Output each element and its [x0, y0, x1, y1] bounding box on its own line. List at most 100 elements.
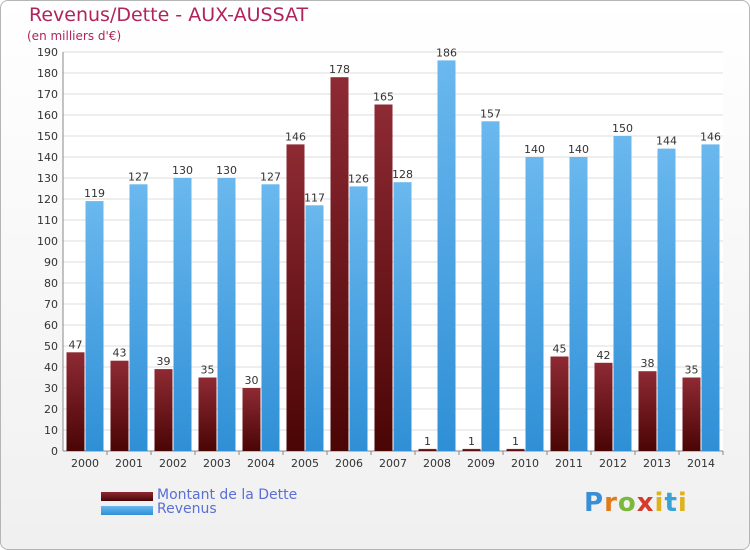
y-tick-label: 60: [44, 319, 58, 332]
legend-label-debt: Montant de la Dette: [157, 487, 298, 503]
y-tick-label: 90: [44, 256, 58, 269]
revenue-bar-label: 117: [304, 191, 325, 204]
debt-bar: [154, 369, 173, 451]
debt-bar-label: 1: [468, 435, 475, 448]
y-tick-label: 80: [44, 277, 58, 290]
debt-bar-label: 165: [373, 91, 394, 104]
x-tick-label: 2002: [159, 457, 187, 470]
x-tick-label: 2004: [247, 457, 275, 470]
revenue-bar: [481, 121, 500, 452]
y-tick-label: 40: [44, 361, 58, 374]
revenue-bar: [657, 148, 676, 451]
debt-bar-label: 39: [157, 355, 171, 368]
debt-bar: [462, 448, 481, 451]
revenue-bar-label: 127: [128, 170, 149, 183]
debt-bar: [242, 388, 261, 451]
y-tick-label: 30: [44, 382, 58, 395]
y-tick-label: 0: [51, 445, 58, 458]
revenue-bar: [85, 201, 104, 451]
revenue-bar-label: 119: [84, 187, 105, 200]
revenue-bar: [173, 178, 192, 451]
y-tick-label: 110: [37, 214, 58, 227]
x-tick-label: 2000: [71, 457, 99, 470]
revenue-bar-label: 127: [260, 170, 281, 183]
revenue-bar-label: 140: [568, 143, 589, 156]
debt-bar-label: 42: [597, 349, 611, 362]
debt-bar-label: 47: [69, 338, 83, 351]
y-tick-label: 70: [44, 298, 58, 311]
debt-bar: [550, 356, 569, 451]
x-tick-label: 2011: [555, 457, 583, 470]
revenue-bar-label: 146: [700, 130, 721, 143]
debt-bar-label: 1: [424, 435, 431, 448]
y-tick-label: 130: [37, 172, 58, 185]
debt-bar: [198, 377, 217, 451]
chart-subtitle: (en milliers d'€): [27, 29, 122, 43]
legend-label-revenue: Revenus: [157, 501, 217, 517]
revenue-bar-label: 186: [436, 46, 457, 59]
revenue-bar: [349, 186, 368, 451]
debt-bar: [110, 360, 129, 451]
debt-bar: [594, 362, 613, 451]
revenue-bar: [701, 144, 720, 451]
debt-bar: [418, 448, 437, 451]
x-tick-label: 2007: [379, 457, 407, 470]
revenue-bar: [129, 184, 148, 452]
revenue-bar-label: 130: [216, 164, 237, 177]
debt-bar-label: 35: [201, 364, 215, 377]
debt-bar: [330, 77, 349, 451]
x-tick-label: 2010: [511, 457, 539, 470]
debt-bar-label: 35: [685, 364, 699, 377]
chart-title: Revenus/Dette - AUX-AUSSAT: [29, 4, 309, 26]
debt-bar: [374, 104, 393, 451]
debt-bar: [286, 144, 305, 451]
y-tick-label: 160: [37, 109, 58, 122]
y-tick-label: 150: [37, 130, 58, 143]
proxiti-logo: Proxiti: [584, 488, 688, 518]
legend-swatch-revenue: [101, 506, 153, 515]
x-tick-label: 2014: [687, 457, 715, 470]
debt-bar-label: 43: [113, 347, 127, 360]
debt-bar: [638, 371, 657, 451]
debt-bar: [66, 352, 85, 451]
revenue-bar: [569, 157, 588, 451]
y-tick-label: 10: [44, 424, 58, 437]
y-tick-label: 140: [37, 151, 58, 164]
revenue-bar-label: 140: [524, 143, 545, 156]
debt-bar: [682, 377, 701, 451]
debt-bar-label: 45: [553, 343, 567, 356]
x-tick-label: 2012: [599, 457, 627, 470]
x-tick-label: 2006: [335, 457, 363, 470]
debt-bar-label: 1: [512, 435, 519, 448]
debt-bar-label: 38: [641, 357, 655, 370]
y-tick-label: 180: [37, 67, 58, 80]
y-tick-label: 190: [37, 46, 58, 59]
debt-bar-label: 30: [245, 374, 259, 387]
debt-bar-label: 146: [285, 130, 306, 143]
revenue-bar: [525, 157, 544, 451]
y-tick-label: 20: [44, 403, 58, 416]
x-tick-label: 2003: [203, 457, 231, 470]
revenue-bar-label: 150: [612, 122, 633, 135]
x-tick-label: 2001: [115, 457, 143, 470]
revenue-bar: [217, 178, 236, 451]
revenue-bar: [305, 205, 324, 451]
revenue-bar: [437, 60, 456, 452]
revenue-bar-label: 128: [392, 168, 413, 181]
debt-bar-label: 178: [329, 63, 350, 76]
y-tick-label: 100: [37, 235, 58, 248]
revenue-bar-label: 157: [480, 107, 501, 120]
revenue-bar-label: 130: [172, 164, 193, 177]
x-tick-label: 2009: [467, 457, 495, 470]
revenue-bar: [261, 184, 280, 452]
revenue-bar: [393, 182, 412, 451]
x-tick-label: 2005: [291, 457, 319, 470]
legend-swatch-debt: [101, 492, 153, 501]
revenue-bar-label: 126: [348, 172, 369, 185]
x-tick-label: 2008: [423, 457, 451, 470]
debt-bar: [506, 448, 525, 451]
y-tick-label: 120: [37, 193, 58, 206]
x-tick-label: 2013: [643, 457, 671, 470]
